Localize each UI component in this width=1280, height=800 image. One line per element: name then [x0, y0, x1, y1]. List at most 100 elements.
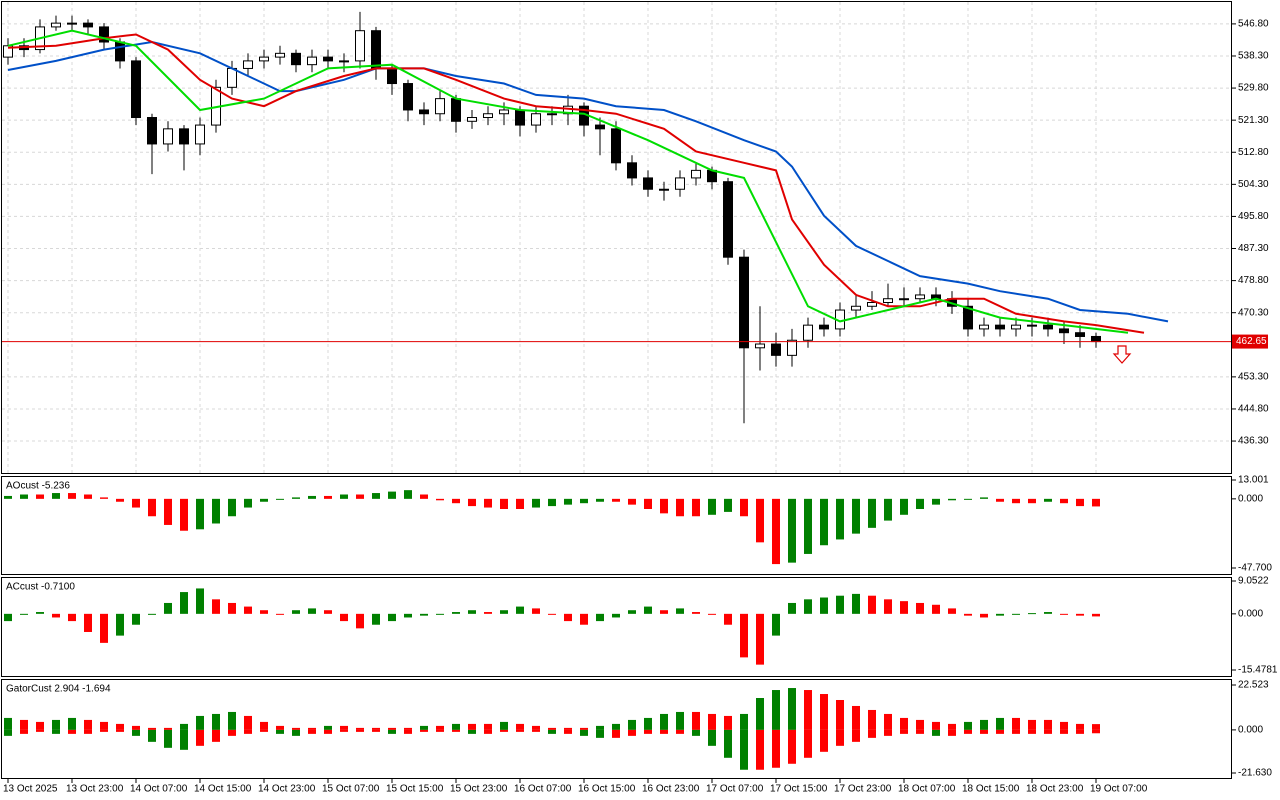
candle-body — [595, 124, 605, 130]
candle-body — [915, 294, 925, 300]
histogram-bar — [452, 612, 460, 614]
gator-bar — [4, 729, 12, 736]
histogram-bar — [228, 602, 236, 614]
gator-bar — [356, 727, 364, 730]
gator-bar — [884, 713, 892, 730]
text-layer: 546.80 538.30 529.80 521.30 512.80 504.30 495.… — [3, 19, 1278, 795]
candle-body — [99, 26, 109, 43]
histogram-bar — [180, 592, 188, 614]
histogram-bar — [212, 599, 220, 614]
histogram-bar — [340, 494, 348, 499]
y-tick-label: 529.80 — [1238, 83, 1269, 94]
pane-title: AOcust -5.236 — [6, 481, 70, 492]
candle-body — [307, 56, 317, 66]
gator-bar — [804, 690, 812, 730]
histogram-bar — [612, 613, 620, 618]
gator-bar — [788, 688, 796, 730]
candle-body — [739, 256, 749, 349]
gator-bar — [916, 719, 924, 730]
gator-bar — [372, 729, 380, 732]
x-tick-label: 14 Oct 07:00 — [130, 784, 188, 795]
gator-bar — [324, 729, 332, 734]
histogram-bar — [980, 497, 988, 499]
gator-bar — [180, 723, 188, 730]
candle-body — [771, 343, 781, 356]
x-tick-label: 18 Oct 15:00 — [962, 784, 1020, 795]
gator-bar — [612, 723, 620, 730]
gator-bar — [612, 729, 620, 738]
candle-body — [819, 324, 829, 330]
histogram-bar — [1012, 498, 1020, 504]
histogram-bar — [612, 498, 620, 502]
gator-bar — [164, 729, 172, 748]
histogram-bar — [1076, 613, 1084, 616]
gator-bar — [708, 713, 716, 730]
y-tick-label: 13.001 — [1238, 475, 1269, 486]
histogram-bar — [644, 498, 652, 509]
gator-bar — [308, 727, 316, 730]
candle-body — [339, 60, 349, 63]
gator-bar — [148, 727, 156, 730]
gator-bar — [996, 717, 1004, 730]
histogram-bar — [36, 612, 44, 614]
histogram-bar — [1044, 612, 1052, 614]
gator-bar — [708, 729, 716, 746]
histogram-bar — [884, 599, 892, 614]
histogram-bar — [1076, 498, 1084, 507]
gator-bar — [1060, 721, 1068, 730]
candle-body — [371, 30, 381, 69]
candle-body — [531, 113, 541, 126]
histogram-bar — [564, 498, 572, 505]
gator-bar — [404, 729, 412, 734]
candle-body — [883, 298, 893, 303]
histogram-bar — [852, 593, 860, 614]
gator-bar — [1092, 729, 1100, 734]
histogram-bar — [948, 608, 956, 614]
x-tick-label: 15 Oct 07:00 — [322, 784, 380, 795]
histogram-bar — [404, 613, 412, 618]
histogram-bar — [84, 494, 92, 499]
gator-bar — [772, 690, 780, 730]
histogram-bar — [724, 613, 732, 625]
x-tick-label: 13 Oct 2025 — [3, 784, 58, 795]
candle-body — [803, 324, 813, 341]
histogram-bar — [260, 610, 268, 614]
gator-bar — [1060, 729, 1068, 734]
histogram-bar — [1092, 498, 1100, 507]
y-tick-label: 512.80 — [1238, 147, 1269, 158]
gator-bar — [212, 713, 220, 730]
y-tick-label: 9.0522 — [1238, 576, 1269, 587]
histogram-bar — [324, 495, 332, 499]
candle-body — [259, 56, 269, 62]
histogram-bar — [932, 604, 940, 614]
histogram-bar — [52, 613, 60, 618]
histogram-bar — [660, 498, 668, 514]
candle-body — [163, 128, 173, 145]
gator-bar — [820, 729, 828, 752]
histogram-bar — [868, 595, 876, 614]
candle-body — [675, 177, 685, 190]
histogram-bar — [996, 613, 1004, 616]
gator-bar — [516, 723, 524, 730]
y-tick-label: 546.80 — [1238, 19, 1269, 30]
candle-body — [659, 188, 669, 191]
gator-bar — [1076, 723, 1084, 730]
candle-body — [323, 56, 333, 62]
gator-bar — [1044, 719, 1052, 730]
histogram-bar — [676, 498, 684, 517]
histogram-bar — [596, 498, 604, 502]
gator-bar — [484, 729, 492, 734]
histogram-bar — [468, 610, 476, 614]
candle-body — [867, 301, 877, 307]
candle-body — [851, 305, 861, 311]
candle-body — [419, 109, 429, 115]
histogram-bar — [116, 498, 124, 502]
gator-bar — [100, 729, 108, 732]
candle-body — [611, 128, 621, 164]
gator-bar — [20, 719, 28, 730]
histogram-bar — [500, 498, 508, 509]
gator-bar — [804, 729, 812, 758]
candle-body — [787, 339, 797, 356]
gator-bar — [308, 729, 316, 734]
